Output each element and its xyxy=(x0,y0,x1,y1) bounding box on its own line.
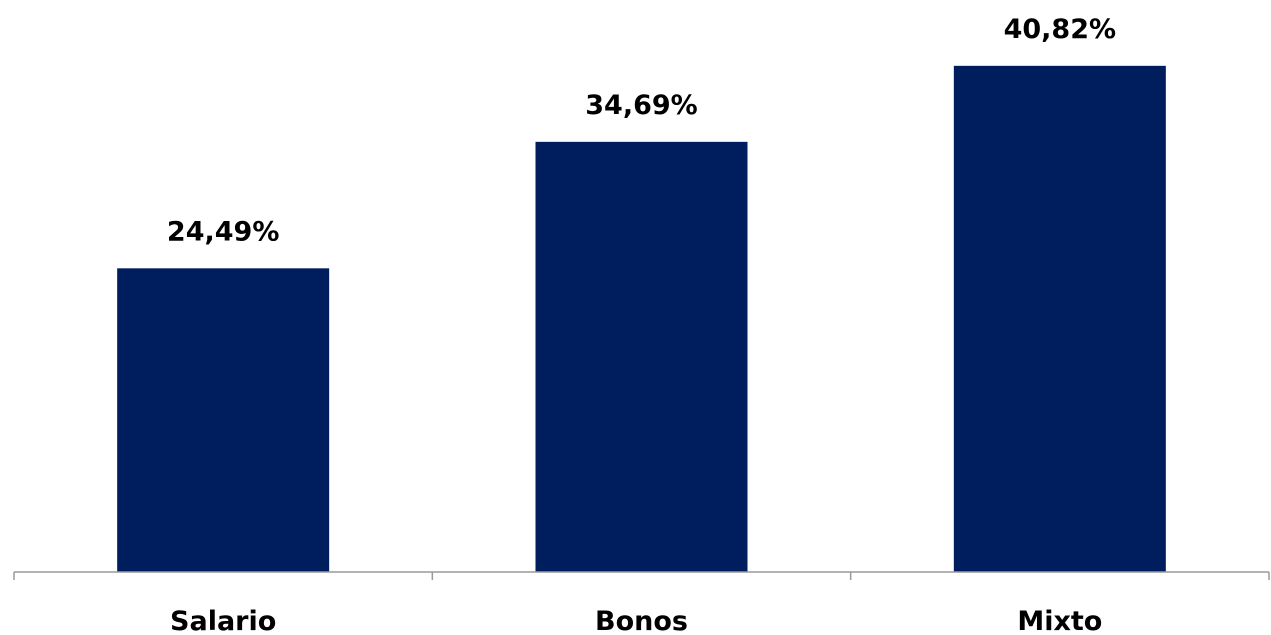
bar-salario xyxy=(117,268,330,572)
bar-bonos xyxy=(535,141,748,572)
data-label-mixto: 40,82% xyxy=(1004,14,1116,45)
x-tick-label-bonos: Bonos xyxy=(595,606,688,635)
data-label-bonos: 34,69% xyxy=(585,90,697,121)
x-axis-ticks xyxy=(13,572,1270,580)
bars-group xyxy=(117,65,1166,572)
x-tick-label-salario: Salario xyxy=(170,606,276,635)
data-label-salario: 24,49% xyxy=(167,216,279,247)
x-axis-tick-labels: Salario Bonos Mixto xyxy=(170,606,1102,635)
x-tick-label-mixto: Mixto xyxy=(1017,606,1102,635)
bar-mixto xyxy=(953,65,1166,572)
data-labels-group: 24,49% 34,69% 40,82% xyxy=(167,14,1116,247)
